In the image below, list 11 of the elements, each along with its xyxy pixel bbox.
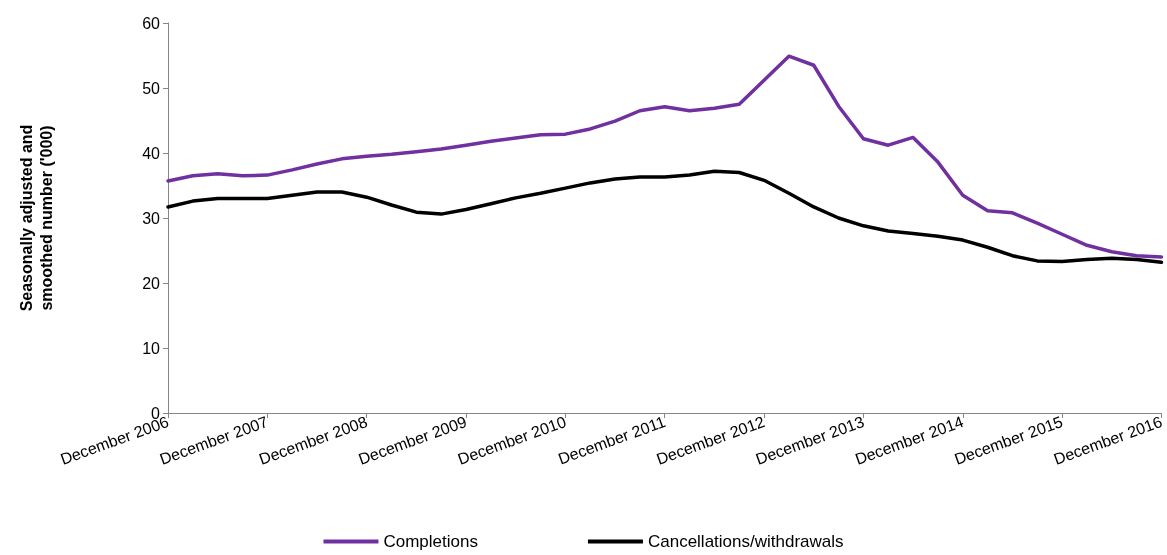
line-series <box>166 169 1164 264</box>
y-tick-label: 50 <box>142 79 161 97</box>
y-axis-title: Seasonally adjusted and smoothed number ('000) <box>17 124 55 312</box>
y-tick-label: 40 <box>142 144 161 162</box>
legend-label: Cancellations/withdrawals <box>647 532 844 551</box>
y-tick-label: 10 <box>142 339 161 357</box>
y-tick-label: 30 <box>142 209 161 227</box>
y-tick-label: 60 <box>142 14 161 32</box>
y-tick-label: 20 <box>142 274 161 292</box>
line-series <box>166 54 1164 259</box>
legend-label: Completions <box>383 532 478 551</box>
